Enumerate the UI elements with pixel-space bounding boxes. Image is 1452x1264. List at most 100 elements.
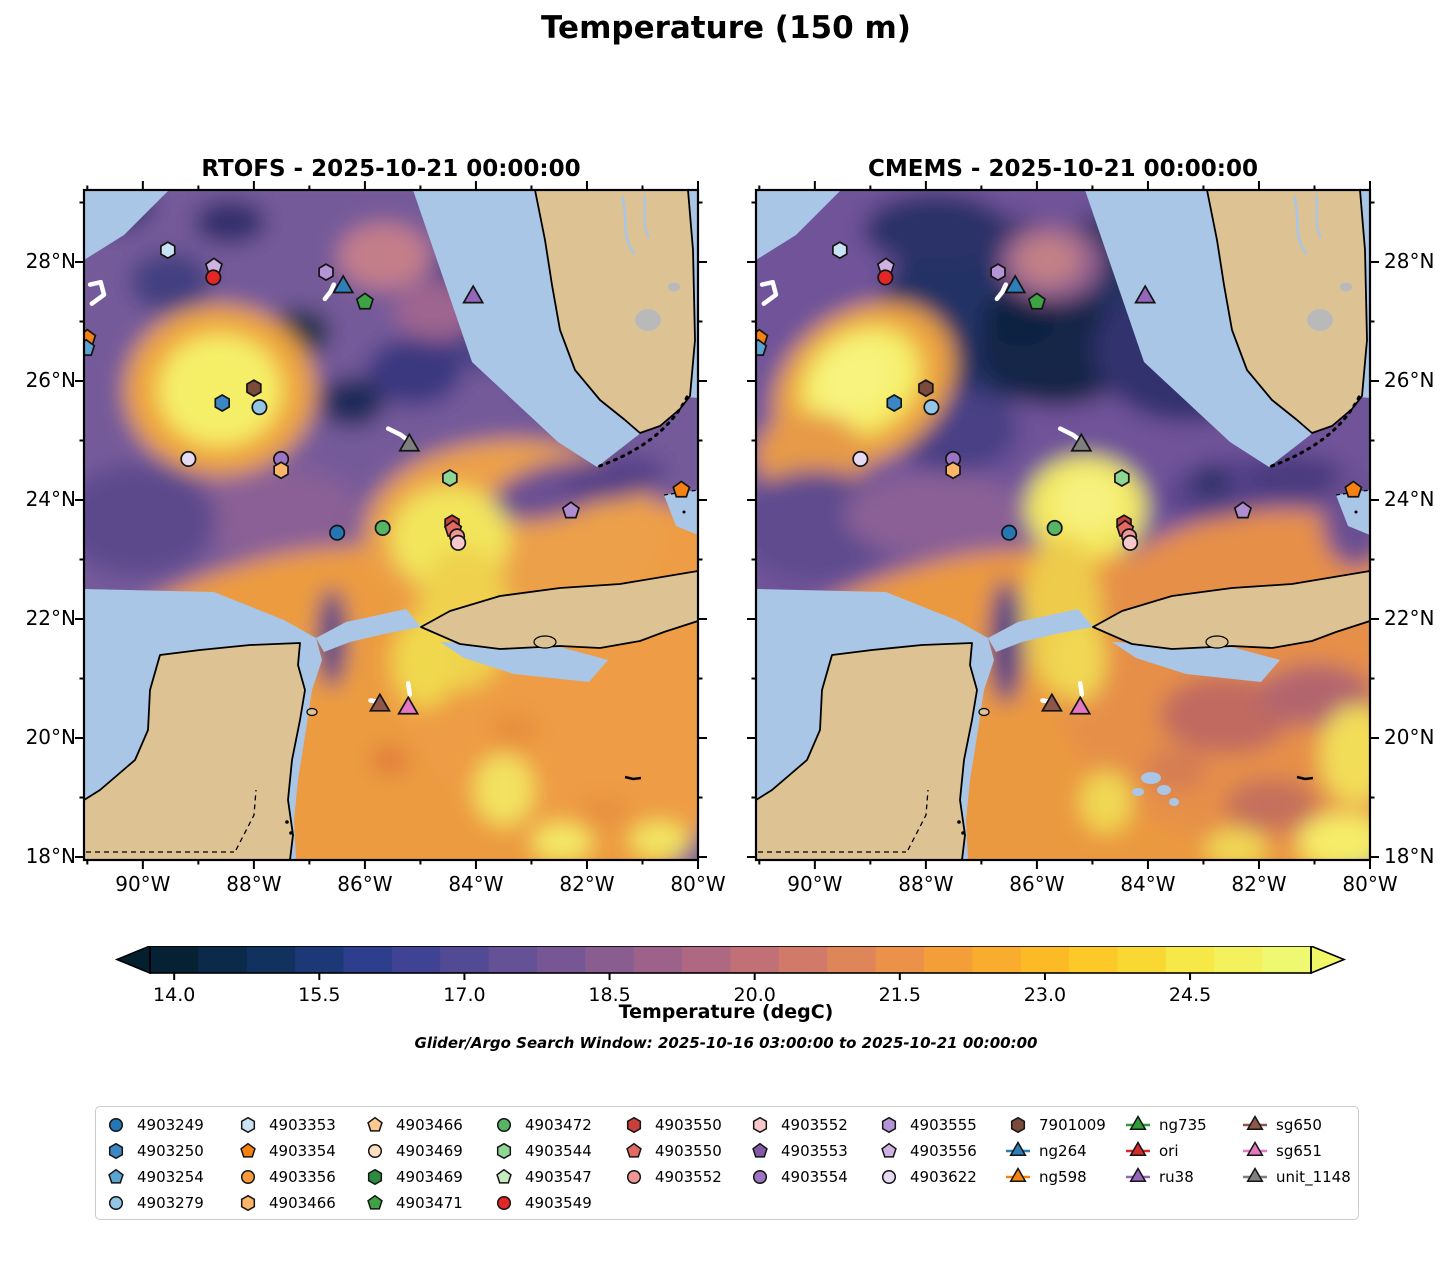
legend-item-4903550: 4903550: [622, 1139, 722, 1163]
legend-label: 4903552: [655, 1168, 722, 1186]
legend-label: sg650: [1276, 1116, 1322, 1134]
triangle-marker-icon: [1243, 1114, 1267, 1130]
glider-marker-ru38: [462, 284, 485, 304]
glider-marker-sg650: [1040, 692, 1063, 712]
lat-tick-label: 26°N: [1384, 368, 1435, 392]
float-marker: [374, 519, 391, 537]
legend-item-4903544: 4903544: [492, 1139, 592, 1163]
float-marker: [561, 501, 580, 519]
float-marker: [450, 534, 467, 551]
lon-tick-label: 80°W: [670, 872, 726, 896]
colorbar-tick-label: 20.0: [734, 984, 776, 1006]
pentagon-marker-icon: [881, 1142, 897, 1158]
float-marker: [756, 338, 768, 357]
lon-tick-label: 84°W: [448, 872, 504, 896]
colorbar-label: Temperature (degC): [618, 1001, 834, 1023]
float-marker: [852, 450, 869, 468]
legend-item-4903552: 4903552: [748, 1113, 848, 1137]
legend-label: 4903556: [910, 1142, 977, 1160]
hexagon-marker-icon: [496, 1142, 512, 1160]
glider-track: [1057, 426, 1083, 443]
legend-label: 4903549: [525, 1194, 592, 1212]
float-marker: [355, 292, 374, 310]
float-marker: [318, 263, 334, 282]
triangle-marker-icon: [1006, 1166, 1030, 1182]
land-florida: [534, 190, 696, 434]
glider-marker-ng264: [1004, 274, 1027, 294]
float-marker: [1122, 534, 1139, 551]
legend-label: ru38: [1159, 1168, 1194, 1186]
legend-item-ru38: ru38: [1126, 1165, 1194, 1189]
float-marker: [160, 241, 176, 260]
float-marker: [442, 469, 458, 487]
glider-marker-sg650: [368, 692, 391, 712]
legend-item-4903466: 4903466: [236, 1191, 336, 1215]
land-cuba: [420, 570, 698, 650]
hexagon-marker-icon: [108, 1142, 124, 1160]
float-marker: [1046, 519, 1063, 537]
glider-marker-sg651: [1069, 695, 1092, 715]
glider-marker-unit_1148: [398, 432, 421, 452]
legend-label: unit_1148: [1276, 1168, 1351, 1186]
circle-marker-icon: [881, 1169, 897, 1185]
pentagon-marker-icon: [752, 1142, 768, 1158]
legend-label: 4903466: [396, 1116, 463, 1134]
legend-item-4903353: 4903353: [236, 1113, 336, 1137]
search-window-subtitle: Glider/Argo Search Window: 2025-10-16 03…: [414, 1034, 1038, 1052]
legend-label: 4903622: [910, 1168, 977, 1186]
legend-item-4903356: 4903356: [236, 1165, 336, 1189]
legend-item-4903622: 4903622: [877, 1165, 977, 1189]
float-marker: [84, 338, 96, 357]
lon-tick-label: 86°W: [337, 872, 393, 896]
circle-marker-icon: [626, 1169, 642, 1185]
glider-track: [385, 426, 411, 443]
glider-marker-ng264: [332, 274, 355, 294]
float-marker: [214, 394, 231, 413]
legend-label: 4903550: [655, 1116, 722, 1134]
legend-item-4903555: 4903555: [877, 1113, 977, 1137]
colorbar-tick-label: 15.5: [298, 984, 340, 1006]
lat-tick-label: 28°N: [1384, 248, 1435, 273]
map-rtofs: [75, 181, 707, 869]
lat-tick-label: 20°N: [25, 725, 76, 750]
circle-marker-icon: [108, 1117, 124, 1133]
legend-label: 4903553: [781, 1142, 848, 1160]
legend-label: 4903250: [137, 1142, 204, 1160]
glider-track: [759, 279, 779, 306]
hexagon-marker-icon: [240, 1194, 256, 1212]
pentagon-marker-icon: [367, 1116, 383, 1132]
float-marker: [1114, 469, 1130, 487]
legend-label: 4903544: [525, 1142, 592, 1160]
legend-item-ng598: ng598: [1006, 1165, 1087, 1189]
float-marker: [1233, 501, 1252, 519]
colorbar-tick-label: 23.0: [1024, 984, 1066, 1006]
lon-tick-label: 80°W: [1342, 872, 1398, 896]
pentagon-marker-icon: [496, 1168, 512, 1184]
lat-tick-label: 22°N: [25, 606, 76, 630]
legend-item-4903550: 4903550: [622, 1113, 722, 1137]
lon-tick-label: 84°W: [1120, 872, 1176, 896]
float-marker: [1344, 480, 1363, 498]
glider-track: [994, 282, 1009, 302]
legend-item-4903471: 4903471: [363, 1191, 463, 1215]
legend-label: ori: [1159, 1142, 1179, 1160]
land-yucatan: [84, 642, 306, 860]
hexagon-marker-icon: [240, 1116, 256, 1134]
float-marker: [990, 263, 1006, 282]
lat-tick-label: 22°N: [1384, 606, 1435, 630]
legend-label: 4903356: [269, 1168, 336, 1186]
legend-label: 4903469: [396, 1168, 463, 1186]
lon-tick-label: 86°W: [1009, 872, 1065, 896]
lon-tick-label: 82°W: [1231, 872, 1287, 896]
glider-marker-7901009: [246, 379, 262, 398]
circle-marker-icon: [496, 1117, 512, 1133]
legend-item-4903466: 4903466: [363, 1113, 463, 1137]
pentagon-marker-icon: [626, 1142, 642, 1158]
hexagon-marker-icon: [1010, 1116, 1026, 1134]
lat-tick-label: 18°N: [25, 844, 76, 869]
triangle-marker-icon: [1006, 1140, 1030, 1156]
legend-label: 4903547: [525, 1168, 592, 1186]
legend-label: 4903471: [396, 1194, 463, 1212]
legend-item-sg650: sg650: [1243, 1113, 1322, 1137]
land-florida: [1206, 190, 1368, 434]
